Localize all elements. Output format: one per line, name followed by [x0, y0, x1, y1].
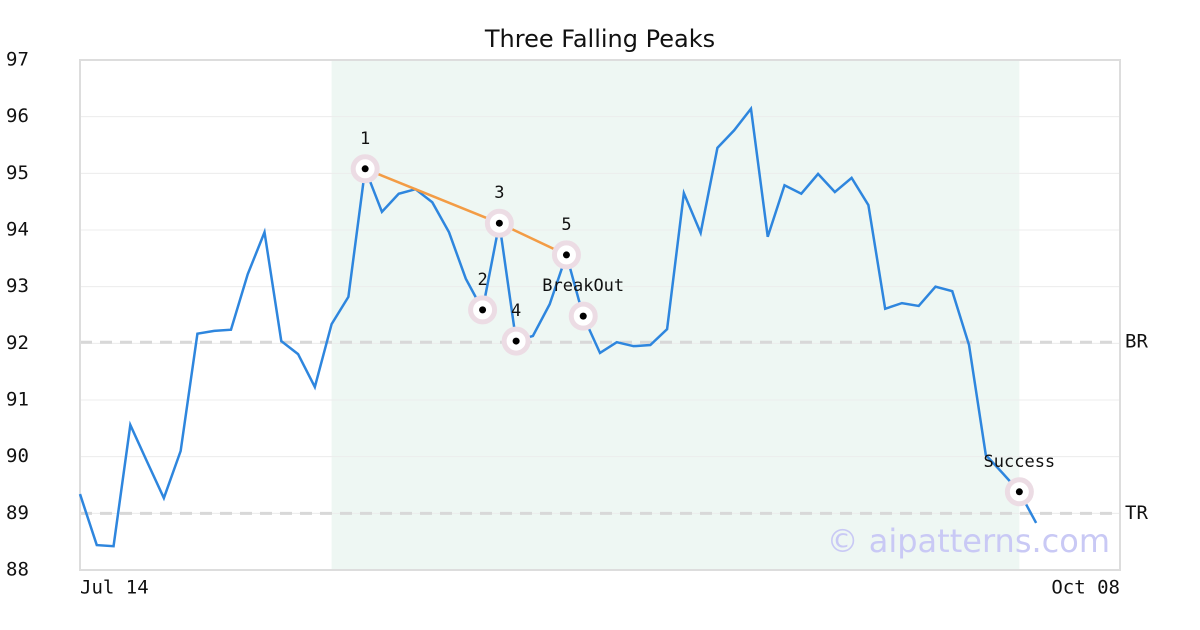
- chart-title: Three Falling Peaks: [484, 25, 715, 53]
- plot-frame: [79, 59, 1121, 571]
- annotation-label: Success: [984, 452, 1056, 472]
- annotation-label: 3: [494, 183, 504, 203]
- annotation-label: 1: [360, 129, 370, 149]
- x-tick-label: Oct 08: [1051, 577, 1120, 599]
- y-tick-label: 97: [6, 49, 29, 71]
- pattern-span: [331, 60, 1020, 570]
- price-line: [78, 105, 1038, 548]
- x-tick-label: Jul 14: [80, 577, 149, 599]
- annotation-dot: [361, 165, 369, 173]
- reference-label: BR: [1125, 331, 1148, 353]
- y-tick-label: 90: [6, 445, 29, 467]
- annotation-label: 5: [561, 215, 571, 235]
- annotation-dot: [479, 306, 487, 314]
- annotation-dot: [495, 219, 503, 227]
- reference-label: TR: [1125, 502, 1148, 524]
- y-tick-label: 95: [6, 162, 29, 184]
- y-tick-label: 94: [6, 219, 29, 241]
- annotation-label: BreakOut: [542, 276, 624, 296]
- annotation-dot: [579, 312, 587, 320]
- watermark: © aipatterns.com: [827, 522, 1110, 560]
- y-tick-label: 93: [6, 275, 29, 297]
- y-tick-label: 91: [6, 389, 29, 411]
- y-tick-label: 88: [6, 559, 29, 581]
- annotation-dot: [562, 251, 570, 259]
- y-tick-label: 92: [6, 332, 29, 354]
- y-tick-label: 96: [6, 105, 29, 127]
- annotation-label: 4: [511, 301, 521, 321]
- y-tick-label: 89: [6, 502, 29, 524]
- annotation-dot: [1015, 488, 1023, 496]
- annotation-dot: [512, 337, 520, 345]
- annotation-label: 2: [477, 270, 487, 290]
